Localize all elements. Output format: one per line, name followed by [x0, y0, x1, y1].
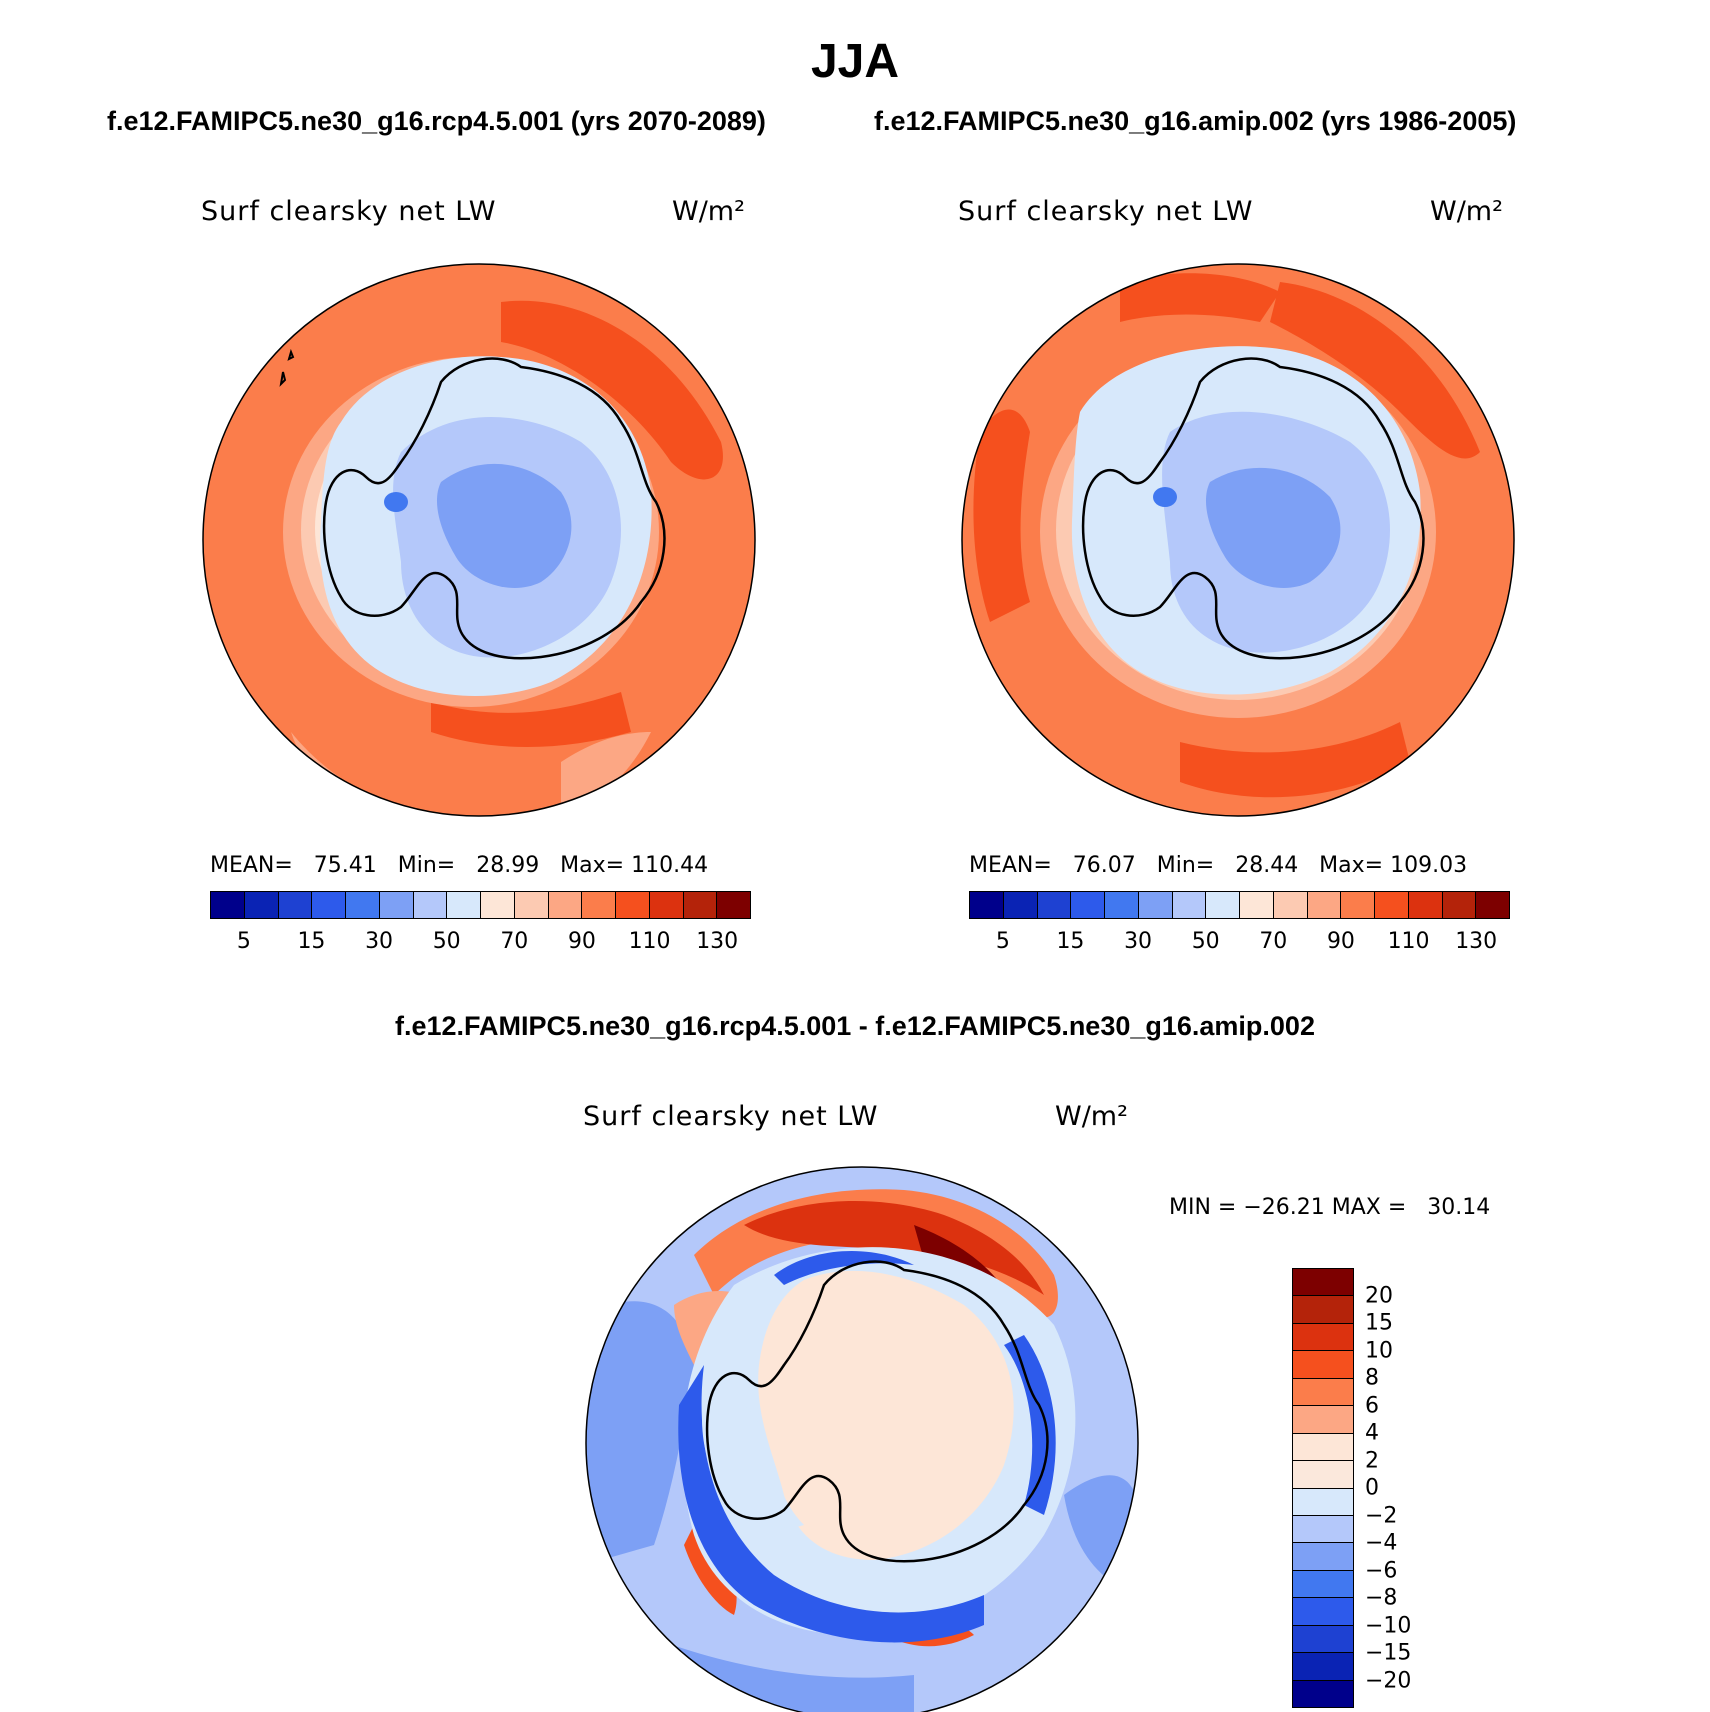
colorbar-swatch	[1293, 1378, 1353, 1407]
colorbar-swatch	[1293, 1543, 1353, 1571]
colorbar-swatch	[1206, 892, 1240, 918]
colorbar-swatch	[244, 892, 279, 918]
panel-rcp-subtitle: f.e12.FAMIPC5.ne30_g16.rcp4.5.001 (yrs 2…	[107, 106, 766, 136]
panel-rcp-stats: MEAN= 75.41 Min= 28.99 Max= 110.44	[210, 853, 709, 878]
colorbar-swatch	[1293, 1406, 1353, 1434]
colorbar-swatch	[1408, 892, 1443, 918]
colorbar-swatch	[1003, 892, 1038, 918]
panel-rcp-units-label: W/m²	[672, 196, 745, 227]
panel-amip-polar-map	[961, 263, 1515, 817]
colorbar-swatch	[1341, 892, 1375, 918]
colorbar-swatch	[346, 892, 380, 918]
colorbar-tick-label: −20	[1365, 1668, 1412, 1693]
colorbar-swatch	[1476, 892, 1509, 918]
colorbar-tick-label: 50	[432, 929, 461, 954]
colorbar-tick-label: 15	[1056, 929, 1085, 954]
colorbar-tick-label: 0	[1365, 1475, 1379, 1501]
colorbar-tick-label: 130	[1455, 929, 1498, 954]
panel-amip-stats: MEAN= 76.07 Min= 28.44 Max= 109.03	[969, 853, 1468, 878]
colorbar-swatch	[1273, 892, 1308, 918]
colorbar-tick-label: −4	[1365, 1530, 1398, 1556]
colorbar-swatch	[1293, 1653, 1353, 1681]
colorbar-tick-label: 50	[1191, 929, 1220, 954]
panel-rcp-variable-label: Surf clearsky net LW	[201, 196, 497, 227]
colorbar-swatch	[1293, 1433, 1353, 1462]
colorbar-swatch	[616, 892, 650, 918]
panel-diff-colorbar	[1292, 1268, 1354, 1708]
panel-amip-units-label: W/m²	[1430, 196, 1503, 227]
colorbar-tick-label: 10	[1365, 1338, 1393, 1363]
colorbar-swatch	[1293, 1570, 1353, 1599]
colorbar-swatch	[1138, 892, 1173, 918]
colorbar-tick-label: 15	[297, 929, 326, 954]
colorbar-swatch	[447, 892, 481, 918]
colorbar-tick-label: 2	[1365, 1448, 1379, 1473]
colorbar-swatch	[1071, 892, 1105, 918]
panel-diff-stats: MIN = −26.21 MAX = 30.14	[1169, 1195, 1491, 1220]
colorbar-tick-label: 5	[995, 929, 1010, 954]
colorbar-swatch	[1293, 1488, 1353, 1516]
colorbar-tick-label: −8	[1365, 1585, 1398, 1611]
colorbar-tick-label: 30	[1124, 929, 1153, 954]
colorbar-swatch	[1240, 892, 1274, 918]
colorbar-tick-label: 6	[1365, 1393, 1379, 1418]
colorbar-swatch	[1293, 1598, 1353, 1626]
colorbar-swatch	[1293, 1625, 1353, 1654]
panel-amip-subtitle: f.e12.FAMIPC5.ne30_g16.amip.002 (yrs 198…	[874, 106, 1517, 136]
panel-diff-variable-label: Surf clearsky net LW	[583, 1101, 879, 1132]
panel-amip-variable-label: Surf clearsky net LW	[958, 196, 1254, 227]
colorbar-swatch	[1293, 1461, 1353, 1489]
colorbar-tick-label: 4	[1365, 1420, 1379, 1446]
panel-rcp-colorbar	[210, 891, 751, 919]
colorbar-swatch	[1442, 892, 1477, 918]
colorbar-swatch	[1037, 892, 1072, 918]
colorbar-tick-label: −10	[1365, 1613, 1412, 1638]
panel-diff-subtitle: f.e12.FAMIPC5.ne30_g16.rcp4.5.001 - f.e1…	[395, 1011, 1315, 1041]
colorbar-swatch	[278, 892, 313, 918]
colorbar-swatch	[413, 892, 448, 918]
colorbar-tick-label: 130	[696, 929, 739, 954]
colorbar-tick-label: 90	[567, 929, 596, 954]
colorbar-swatch	[970, 892, 1004, 918]
colorbar-swatch	[514, 892, 549, 918]
colorbar-swatch	[1293, 1351, 1353, 1379]
colorbar-swatch	[1293, 1323, 1353, 1352]
colorbar-tick-label: −2	[1365, 1503, 1398, 1528]
panel-amip-colorbar	[969, 891, 1510, 919]
colorbar-swatch	[683, 892, 718, 918]
colorbar-tick-label: 70	[1259, 929, 1288, 954]
colorbar-tick-label: 5	[236, 929, 251, 954]
colorbar-swatch	[1375, 892, 1409, 918]
colorbar-tick-label: 90	[1326, 929, 1355, 954]
page-title: JJA	[810, 35, 900, 88]
colorbar-swatch	[1172, 892, 1207, 918]
colorbar-swatch	[1293, 1269, 1353, 1297]
panel-rcp-polar-map	[202, 263, 756, 817]
colorbar-swatch	[312, 892, 346, 918]
colorbar-tick-label: −15	[1365, 1640, 1412, 1666]
colorbar-swatch	[548, 892, 583, 918]
colorbar-swatch	[582, 892, 616, 918]
colorbar-swatch	[379, 892, 414, 918]
colorbar-swatch	[1293, 1296, 1353, 1324]
colorbar-swatch	[649, 892, 684, 918]
panel-diff-units-label: W/m²	[1055, 1101, 1128, 1132]
colorbar-tick-label: 110	[1387, 929, 1430, 954]
colorbar-swatch	[481, 892, 515, 918]
colorbar-swatch	[211, 892, 245, 918]
colorbar-tick-label: 8	[1365, 1365, 1379, 1391]
colorbar-swatch	[1307, 892, 1342, 918]
colorbar-swatch	[1105, 892, 1139, 918]
colorbar-tick-label: 20	[1365, 1283, 1393, 1308]
colorbar-tick-label: 30	[365, 929, 394, 954]
colorbar-tick-label: 110	[628, 929, 671, 954]
panel-diff-polar-map	[585, 1166, 1139, 1712]
colorbar-swatch	[1293, 1680, 1353, 1707]
colorbar-tick-label: 70	[500, 929, 529, 954]
colorbar-swatch	[717, 892, 750, 918]
colorbar-swatch	[1293, 1515, 1353, 1544]
colorbar-tick-label: −6	[1365, 1558, 1398, 1583]
colorbar-tick-label: 15	[1365, 1310, 1393, 1336]
